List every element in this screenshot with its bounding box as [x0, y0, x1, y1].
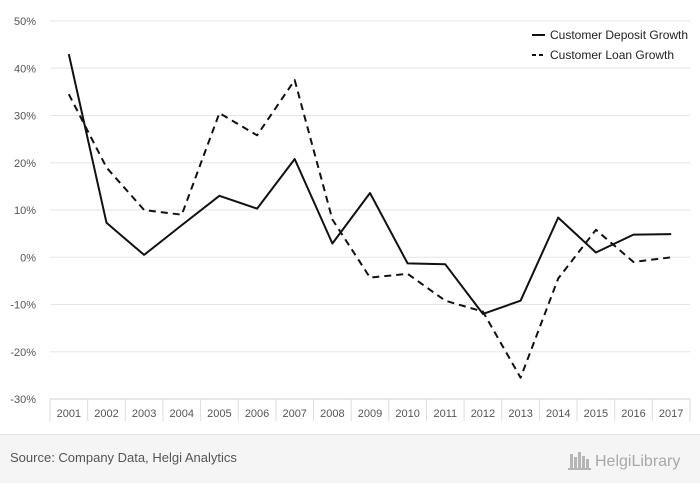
data-point — [292, 156, 297, 161]
x-tick-label: 2006 — [245, 408, 269, 420]
data-point — [593, 227, 598, 232]
source-note: Source: Company Data, Helgi Analytics — [10, 450, 237, 465]
data-point — [556, 276, 561, 281]
data-point — [368, 190, 373, 195]
x-tick-label: 2003 — [132, 408, 156, 420]
data-point — [405, 271, 410, 276]
x-tick-label: 2001 — [57, 408, 81, 420]
y-tick-label: -30% — [10, 394, 36, 406]
legend-label: Customer Loan Growth — [550, 48, 674, 62]
data-point — [405, 261, 410, 266]
y-tick-label: -20% — [10, 347, 36, 359]
y-tick-label: 0% — [20, 252, 36, 264]
y-tick-label: 20% — [14, 158, 36, 170]
x-axis: 2001 2002 2003 2004 2005 2006 2007 2008 2009 2010… — [49, 398, 691, 421]
y-tick-label: 40% — [14, 63, 36, 75]
data-point — [443, 298, 448, 303]
data-point — [104, 165, 109, 170]
x-tick-label: 2016 — [621, 408, 645, 420]
data-point — [518, 375, 523, 380]
data-point — [104, 220, 109, 225]
data-point — [292, 78, 297, 83]
helgi-library-logo: HelgiLibrary — [568, 452, 680, 470]
data-point — [255, 206, 260, 211]
x-tick-label: 2005 — [207, 408, 231, 420]
series-layer — [66, 52, 674, 380]
data-point — [217, 111, 222, 116]
data-point — [179, 212, 184, 217]
x-tick-label: 2014 — [546, 408, 570, 420]
data-point — [217, 193, 222, 198]
y-tick-label: 10% — [14, 205, 36, 217]
x-tick-label: 2010 — [395, 408, 419, 420]
y-axis-tick-labels: -30% -20% -10% 0% 10% 20% 30% 40% 50% — [10, 16, 36, 406]
x-tick-label: 2002 — [94, 408, 118, 420]
x-tick-label: 2011 — [433, 408, 457, 420]
x-tick-label: 2004 — [170, 408, 194, 420]
data-point — [330, 217, 335, 222]
data-point — [669, 232, 674, 237]
data-point — [142, 208, 147, 213]
data-point — [631, 259, 636, 264]
data-point — [368, 275, 373, 280]
data-point — [255, 133, 260, 138]
data-point — [66, 52, 71, 57]
data-point — [669, 255, 674, 260]
x-tick-label: 2012 — [471, 408, 495, 420]
x-tick-label: 2015 — [584, 408, 608, 420]
y-tick-label: -10% — [10, 300, 36, 312]
data-point — [631, 232, 636, 237]
data-point — [443, 262, 448, 267]
data-point — [330, 241, 335, 246]
x-tick-label: 2013 — [508, 408, 532, 420]
data-point — [556, 215, 561, 220]
data-point — [179, 223, 184, 228]
x-tick-label: 2008 — [320, 408, 344, 420]
data-point — [593, 250, 598, 255]
series-line — [67, 79, 672, 379]
legend: Customer Deposit Growth Customer Loan Gro… — [532, 28, 688, 62]
library-icon — [568, 452, 591, 470]
logo-text: HelgiLibrary — [595, 453, 680, 470]
data-point — [142, 252, 147, 257]
series-customer-deposit-growth — [66, 52, 674, 315]
data-point — [518, 298, 523, 303]
x-tick-label: 2007 — [282, 408, 306, 420]
data-point — [66, 92, 71, 97]
series-line — [67, 53, 672, 315]
series-customer-loan-growth — [66, 78, 674, 380]
data-point — [480, 309, 485, 314]
legend-label: Customer Deposit Growth — [550, 28, 688, 42]
x-tick-label: 2017 — [659, 408, 683, 420]
x-tick-label: 2009 — [358, 408, 382, 420]
y-tick-label: 50% — [14, 16, 36, 28]
footer-divider — [0, 434, 700, 435]
y-tick-label: 30% — [14, 111, 36, 123]
